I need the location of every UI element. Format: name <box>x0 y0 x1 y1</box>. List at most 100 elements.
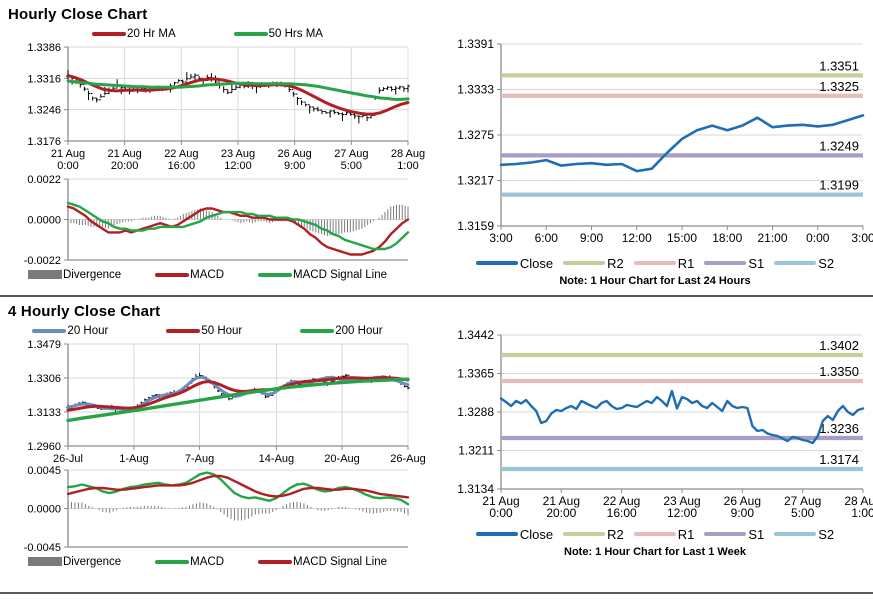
legend-item-20-hr-ma: 20 Hr MA <box>92 28 176 40</box>
fourhourly-section: 4 Hourly Close Chart 20 Hour 50 Hour 200 H… <box>0 297 873 592</box>
svg-text:22 Aug: 22 Aug <box>603 494 640 508</box>
legend-label: 20 Hour <box>67 324 109 337</box>
legend-label: S2 <box>818 255 835 271</box>
legend-line-swatch <box>704 532 747 536</box>
svg-text:5:00: 5:00 <box>341 160 362 172</box>
legend-label: MACD <box>190 555 225 568</box>
legend-item-divergence: Divergence <box>27 555 122 568</box>
svg-text:5:00: 5:00 <box>791 506 815 520</box>
svg-text:21 Aug: 21 Aug <box>543 494 580 508</box>
svg-text:0:00: 0:00 <box>57 160 78 172</box>
legend-item-s1: S1 <box>704 256 764 271</box>
legend-line-swatch <box>32 328 67 333</box>
svg-text:1.3249: 1.3249 <box>819 138 859 153</box>
legend-line-swatch <box>774 532 817 536</box>
svg-text:18:00: 18:00 <box>712 231 742 245</box>
svg-text:26-Jul: 26-Jul <box>53 453 83 465</box>
svg-text:1.3288: 1.3288 <box>457 405 494 419</box>
svg-text:1.3306: 1.3306 <box>27 373 61 385</box>
svg-text:1.3134: 1.3134 <box>457 482 494 496</box>
legend-item-macd: MACD <box>155 556 224 568</box>
legend-line-swatch <box>233 31 268 36</box>
svg-text:12:00: 12:00 <box>622 231 652 245</box>
legend-label: Divergence <box>62 555 122 568</box>
svg-text:1.3176: 1.3176 <box>27 136 61 148</box>
legend-item-r1: R1 <box>633 256 694 271</box>
legend-line-swatch <box>258 272 293 277</box>
svg-text:21 Aug: 21 Aug <box>51 148 85 160</box>
legend-item-close: Close <box>475 526 554 542</box>
page-title: Hourly Close Chart <box>8 6 148 23</box>
legend-label: 20 Hr MA <box>127 27 176 40</box>
legend-line-swatch <box>92 31 127 36</box>
svg-text:1.3351: 1.3351 <box>819 58 859 73</box>
legend-item-r2: R2 <box>563 256 624 271</box>
svg-text:1.3174: 1.3174 <box>819 452 859 467</box>
legend-label: Close <box>519 526 554 542</box>
svg-text:1.3316: 1.3316 <box>27 73 61 85</box>
fourhourly-macd-legend: Divergence MACD MACD Signal Line <box>8 553 407 570</box>
svg-text:1:00: 1:00 <box>851 506 873 520</box>
svg-text:12:00: 12:00 <box>224 160 252 172</box>
legend-item-s2: S2 <box>774 527 834 542</box>
svg-text:1.3386: 1.3386 <box>27 42 61 54</box>
svg-text:27 Aug: 27 Aug <box>334 148 368 160</box>
legend-label: S2 <box>818 526 835 542</box>
legend-line-swatch <box>774 261 817 265</box>
svg-text:16:00: 16:00 <box>607 506 637 520</box>
legend-line-swatch <box>155 559 190 564</box>
legend-item-macd-signal-line: MACD Signal Line <box>258 269 387 281</box>
fourhourly-pivot-legend: Close R2 R1 S1 S2 <box>475 525 834 543</box>
legend-line-swatch <box>155 272 190 277</box>
legend-label: MACD Signal Line <box>293 555 387 568</box>
svg-text:26 Aug: 26 Aug <box>278 148 312 160</box>
legend-line-swatch <box>300 328 335 333</box>
legend-label: R2 <box>607 255 624 271</box>
legend-line-swatch <box>166 328 201 333</box>
legend-label: 50 Hrs MA <box>268 27 323 40</box>
svg-text:9:00: 9:00 <box>580 231 604 245</box>
legend-line-swatch <box>633 261 676 265</box>
legend-item-50-hrs-ma: 50 Hrs MA <box>233 27 323 40</box>
svg-text:9:00: 9:00 <box>284 160 305 172</box>
legend-line-swatch <box>633 532 676 536</box>
svg-text:1.3365: 1.3365 <box>457 367 494 381</box>
svg-text:21:00: 21:00 <box>757 231 787 245</box>
legend-label: R1 <box>677 526 695 542</box>
svg-text:27 Aug: 27 Aug <box>784 494 821 508</box>
hourly-price-legend: 20 Hr MA 50 Hrs MA <box>8 25 407 42</box>
svg-text:20:00: 20:00 <box>546 506 576 520</box>
legend-label: Close <box>519 255 554 271</box>
svg-text:1.3159: 1.3159 <box>457 219 494 233</box>
svg-text:0.0000: 0.0000 <box>27 504 61 516</box>
svg-text:1:00: 1:00 <box>397 160 418 172</box>
legend-item-divergence: Divergence <box>27 269 121 281</box>
svg-text:26 Aug: 26 Aug <box>724 494 761 508</box>
legend-item-macd: MACD <box>155 269 224 281</box>
svg-text:23 Aug: 23 Aug <box>221 148 255 160</box>
hourly-macd-legend: Divergence MACD MACD Signal Line <box>8 266 407 283</box>
svg-text:-0.0045: -0.0045 <box>24 542 61 553</box>
svg-text:0.0045: 0.0045 <box>27 465 61 477</box>
svg-text:1.3275: 1.3275 <box>457 128 494 142</box>
legend-bar-swatch <box>27 557 62 566</box>
svg-text:26-Aug: 26-Aug <box>390 453 425 465</box>
legend-line-swatch <box>475 261 518 265</box>
svg-text:1.3246: 1.3246 <box>27 105 61 117</box>
legend-item-close: Close <box>475 255 554 271</box>
svg-text:9:00: 9:00 <box>731 506 755 520</box>
svg-text:1.3391: 1.3391 <box>457 37 494 51</box>
hourly-macd-chart: 0.0022 0.0000 -0.0022 <box>24 174 410 266</box>
svg-text:14-Aug: 14-Aug <box>259 453 294 465</box>
svg-text:1.3199: 1.3199 <box>819 178 859 193</box>
svg-text:3:00: 3:00 <box>851 231 873 245</box>
svg-text:0.0000: 0.0000 <box>27 215 61 227</box>
legend-label: MACD Signal Line <box>293 268 387 281</box>
svg-text:20:00: 20:00 <box>111 160 139 172</box>
svg-text:21 Aug: 21 Aug <box>482 494 519 508</box>
legend-item-50-hour: 50 Hour <box>166 325 242 337</box>
svg-text:0:00: 0:00 <box>806 231 830 245</box>
